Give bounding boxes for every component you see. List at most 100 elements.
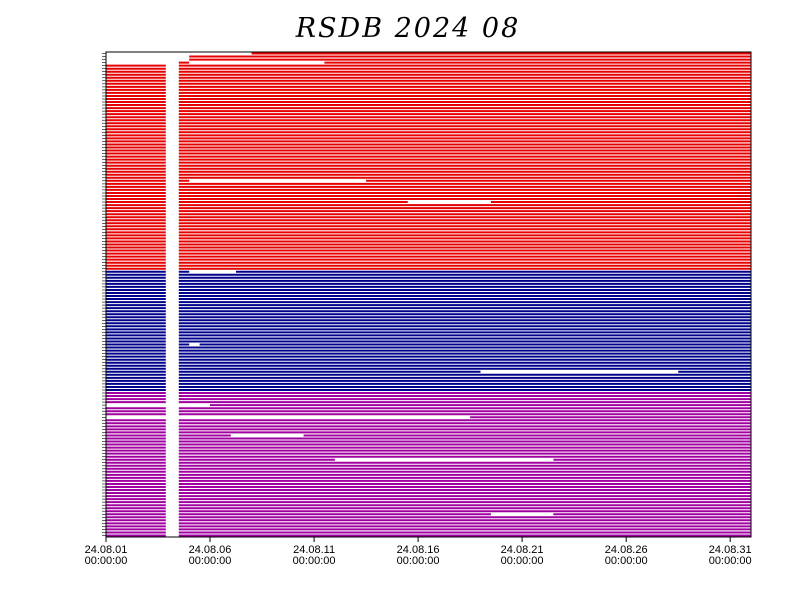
data-gap [165,397,179,401]
data-gap [165,230,179,234]
data-gap [165,109,179,113]
data-gap [165,258,179,262]
data-gap [165,270,179,274]
data-gap [165,267,179,271]
data-gap [165,243,179,247]
data-gap [165,221,179,225]
x-tick-label-time: 00:00:00 [397,555,440,567]
x-tick-label-time: 00:00:00 [189,555,232,567]
data-gap [165,449,179,453]
data-gap [165,421,179,425]
data-gap [165,358,179,362]
data-gap [165,382,179,386]
data-gap [165,473,179,477]
data-gap [165,133,179,137]
data-gap [165,340,179,344]
data-gap [165,479,179,483]
data-gap [165,355,179,359]
data-gap [165,103,179,107]
data-gap [165,94,179,98]
x-tick-label-time: 00:00:00 [501,555,544,567]
data-gap [165,388,179,392]
data-gap [165,85,179,89]
data-gap [165,315,179,319]
data-gap [165,485,179,489]
data-gap [165,185,179,189]
data-gap [165,430,179,434]
data-gap [165,209,179,213]
data-gap [165,161,179,165]
data-gap [165,437,179,441]
data-gap [165,406,179,410]
data-gap [165,364,179,368]
data-gap [165,455,179,459]
data-gap [165,467,179,471]
data-gap [165,73,179,77]
data-gap [106,403,210,407]
x-tick-label-time: 00:00:00 [85,555,128,567]
data-gap [165,64,179,68]
data-gap [165,343,179,347]
data-gap [165,524,179,528]
data-gap [165,146,179,150]
data-gap [165,215,179,219]
data-gap [165,464,179,468]
x-axis-ticks: 24.08.0100:00:0024.08.0600:00:0024.08.11… [85,537,752,567]
data-gap [165,170,179,174]
data-gap [189,343,200,347]
x-tick-label-date: 24.08.16 [397,544,440,556]
data-gap [165,312,179,316]
data-gap [165,276,179,280]
data-gap [165,70,179,74]
data-gap [165,79,179,83]
data-gap [165,491,179,495]
data-gap [165,176,179,180]
data-gap [165,349,179,353]
data-gap [165,118,179,122]
data-gap [165,139,179,143]
data-gap [189,179,367,183]
data-gap [165,409,179,413]
data-gap [165,503,179,507]
data-gap [165,394,179,398]
data-gap [165,236,179,240]
data-gap [165,294,179,298]
data-gap [165,233,179,237]
data-gap [165,124,179,128]
data-gap [165,500,179,504]
chart-title: RSDB 2024 08 [295,13,521,44]
data-gap [165,76,179,80]
data-gap [165,173,179,177]
data-gap [165,206,179,210]
data-gap [165,288,179,292]
data-gap [334,458,554,462]
data-gap [165,376,179,380]
data-gap [165,373,179,377]
data-gap [165,412,179,416]
data-gap [165,418,179,422]
data-gap [165,100,179,104]
data-gap [480,370,679,374]
data-gap [165,324,179,328]
data-gap [165,112,179,116]
data-gap [165,255,179,259]
data-gap [165,433,179,437]
data-gap [165,370,179,374]
data-gap [165,494,179,498]
data-gap [165,379,179,383]
data-gap [165,97,179,101]
data-gap [165,194,179,198]
data-gap [165,106,179,110]
data-gap [165,497,179,501]
data-gap [165,218,179,222]
data-gap [165,530,179,534]
data-gap [165,203,179,207]
data-gap [165,391,179,395]
data-gap [165,136,179,140]
data-gap [165,534,179,538]
data-gap [165,506,179,510]
x-tick-label-date: 24.08.26 [605,544,648,556]
data-gap [165,446,179,450]
data-gap [165,261,179,265]
